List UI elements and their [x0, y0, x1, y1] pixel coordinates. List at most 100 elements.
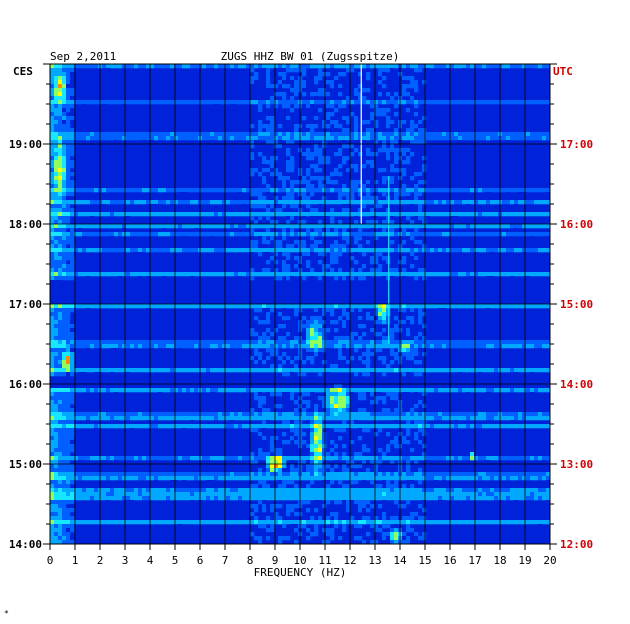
heatmap-cell	[394, 396, 399, 401]
heatmap-cell	[366, 128, 371, 133]
heatmap-cell	[302, 240, 307, 245]
heatmap-cell	[266, 260, 271, 265]
heatmap-cell	[326, 272, 331, 277]
heatmap-cell	[390, 304, 395, 309]
heatmap-cell	[146, 212, 151, 217]
heatmap-cell	[410, 204, 415, 209]
heatmap-cell	[62, 328, 67, 333]
heatmap-cell	[258, 104, 263, 109]
heatmap-cell	[366, 416, 371, 421]
heatmap-cell	[58, 444, 63, 449]
heatmap-cell	[330, 396, 335, 401]
heatmap-cell	[542, 180, 547, 185]
heatmap-cell	[362, 424, 367, 429]
heatmap-cell	[278, 236, 283, 241]
heatmap-cell	[234, 200, 239, 205]
heatmap-cell	[422, 324, 427, 329]
heatmap-cell	[330, 220, 335, 225]
heatmap-cell	[538, 168, 543, 173]
heatmap-cell	[402, 232, 407, 237]
heatmap-cell	[262, 200, 267, 205]
heatmap-cell	[338, 248, 343, 253]
heatmap-cell	[134, 340, 139, 345]
heatmap-cell	[406, 304, 411, 309]
heatmap-cell	[274, 412, 279, 417]
heatmap-cell	[238, 100, 243, 105]
heatmap-cell	[274, 268, 279, 273]
heatmap-cell	[270, 116, 275, 121]
heatmap-cell	[386, 440, 391, 445]
heatmap-cell	[54, 236, 59, 241]
heatmap-cell	[306, 148, 311, 153]
heatmap-cell	[58, 244, 63, 249]
heatmap-cell	[282, 76, 287, 81]
heatmap-cell	[342, 160, 347, 165]
heatmap-cell	[514, 304, 519, 309]
heatmap-cell	[306, 108, 311, 113]
heatmap-cell	[170, 388, 175, 393]
heatmap-cell	[366, 192, 371, 197]
heatmap-cell	[250, 368, 255, 373]
heatmap-cell	[506, 448, 511, 453]
heatmap-cell	[158, 304, 163, 309]
heatmap-cell	[490, 156, 495, 161]
heatmap-cell	[438, 100, 443, 105]
heatmap-cell	[202, 64, 207, 69]
heatmap-cell	[62, 256, 67, 261]
heatmap-cell	[270, 388, 275, 393]
heatmap-cell	[78, 416, 83, 421]
heatmap-cell	[338, 400, 343, 405]
heatmap-cell	[286, 372, 291, 377]
heatmap-cell	[102, 248, 107, 253]
heatmap-cell	[62, 332, 67, 337]
heatmap-cell	[50, 324, 55, 329]
heatmap-cell	[358, 212, 363, 217]
heatmap-cell	[166, 132, 171, 137]
heatmap-cell	[370, 332, 375, 337]
heatmap-cell	[302, 148, 307, 153]
heatmap-cell	[442, 304, 447, 309]
heatmap-cell	[170, 132, 175, 137]
heatmap-cell	[170, 456, 175, 461]
heatmap-cell	[70, 304, 75, 309]
heatmap-cell	[126, 372, 131, 377]
heatmap-cell	[158, 200, 163, 205]
heatmap-cell	[102, 64, 107, 69]
heatmap-cell	[542, 248, 547, 253]
heatmap-cell	[366, 240, 371, 245]
heatmap-cell	[418, 216, 423, 221]
heatmap-cell	[334, 196, 339, 201]
heatmap-cell	[358, 416, 363, 421]
heatmap-cell	[410, 108, 415, 113]
heatmap-cell	[66, 204, 71, 209]
heatmap-cell	[302, 216, 307, 221]
heatmap-cell	[530, 364, 535, 369]
heatmap-cell	[70, 368, 75, 373]
heatmap-cell	[354, 116, 359, 121]
heatmap-cell	[478, 304, 483, 309]
heatmap-cell	[486, 132, 491, 137]
heatmap-cell	[258, 196, 263, 201]
heatmap-cell	[138, 136, 143, 141]
heatmap-cell	[66, 252, 71, 257]
heatmap-cell	[154, 368, 159, 373]
heatmap-cell	[486, 168, 491, 173]
heatmap-cell	[222, 352, 227, 357]
heatmap-cell	[374, 260, 379, 265]
heatmap-cell	[230, 104, 235, 109]
heatmap-cell	[414, 100, 419, 105]
heatmap-cell	[318, 152, 323, 157]
heatmap-cell	[418, 188, 423, 193]
heatmap-cell	[150, 424, 155, 429]
heatmap-cell	[394, 136, 399, 141]
heatmap-cell	[254, 248, 259, 253]
heatmap-cell	[374, 240, 379, 245]
heatmap-cell	[418, 416, 423, 421]
heatmap-cell	[142, 248, 147, 253]
heatmap-cell	[270, 340, 275, 345]
heatmap-cell	[322, 404, 327, 409]
heatmap-cell	[390, 400, 395, 405]
heatmap-cell	[502, 272, 507, 277]
heatmap-cell	[334, 124, 339, 129]
heatmap-cell	[106, 200, 111, 205]
